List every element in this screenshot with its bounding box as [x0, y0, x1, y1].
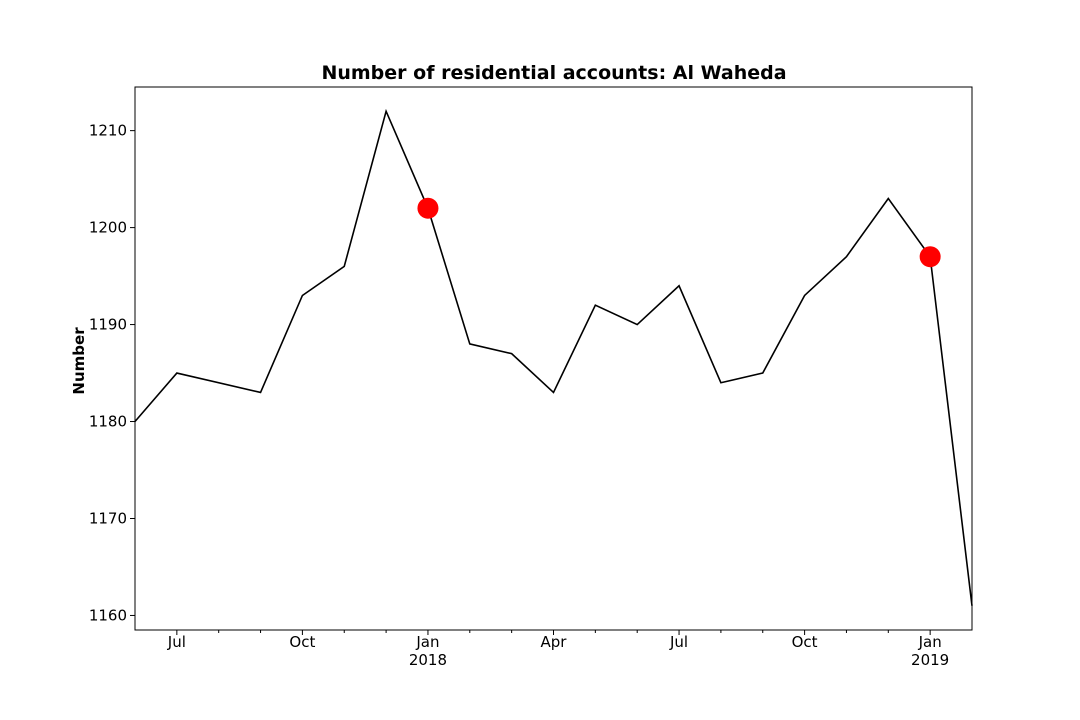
y-tick-label: 1160	[89, 606, 127, 624]
x-tick-label: Apr	[541, 633, 568, 651]
series-line	[134, 108, 973, 606]
x-tick-label: Oct	[792, 633, 818, 651]
y-axis-label: Number	[70, 327, 88, 395]
y-tick-label: 1190	[89, 316, 127, 334]
x-tick-year-label: 2018	[409, 651, 447, 669]
y-tick-label: 1180	[89, 413, 127, 431]
chart-title: Number of residential accounts: Al Wahed…	[321, 62, 786, 84]
y-tick-label: 1210	[89, 122, 127, 140]
x-tick-label: Jul	[167, 633, 186, 651]
plot-frame	[134, 86, 973, 631]
x-tick-label: Jul	[669, 633, 688, 651]
highlight-marker	[919, 246, 941, 268]
highlight-marker	[417, 197, 439, 219]
x-tick-label: Jan	[918, 633, 942, 651]
x-tick-label: Oct	[289, 633, 315, 651]
y-tick-label: 1200	[89, 219, 127, 237]
y-tick-label: 1170	[89, 509, 127, 527]
x-tick-label: Jan	[415, 633, 439, 651]
x-tick-year-label: 2019	[911, 651, 949, 669]
